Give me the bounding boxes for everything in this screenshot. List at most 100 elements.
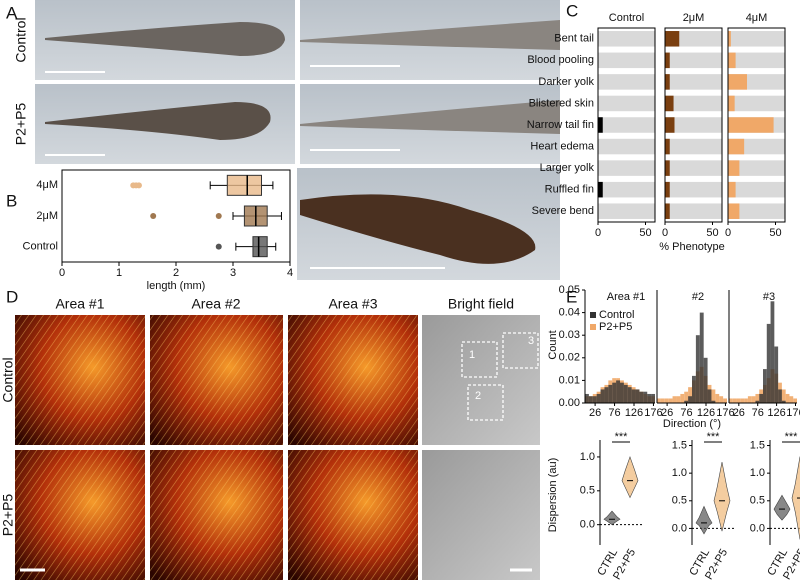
labels: A B C D E Control P2+P5 Area #1 Area #2 … [0, 1, 578, 536]
facet-title: 2μM [683, 12, 705, 24]
histogram-bar [723, 398, 727, 403]
histogram-bar [732, 398, 737, 403]
bar-background [665, 203, 722, 219]
y-tick-label: 0.02 [559, 352, 580, 364]
histogram-bar [711, 389, 716, 403]
category-label: Narrow tail fin [527, 119, 594, 131]
y-axis-label: Dispersion (au) [547, 458, 559, 533]
violin [695, 505, 713, 535]
histogram-bar [635, 389, 640, 403]
histogram-bar [585, 393, 589, 403]
x-tick-label: 0 [595, 227, 601, 239]
legend-label: Control [599, 309, 634, 321]
legend-label: P2+P5 [599, 321, 632, 333]
histogram-bar [596, 393, 601, 403]
outlier [215, 213, 222, 219]
x-tick-label: 26 [589, 407, 601, 419]
x-tick-label: 76 [608, 407, 620, 419]
bar [728, 160, 740, 176]
violin [773, 494, 791, 521]
bar [665, 181, 670, 198]
facet-frame [597, 27, 656, 223]
bar-background [598, 52, 655, 69]
outlier [215, 243, 222, 250]
x-tick-label: 50 [706, 227, 718, 239]
bar-background [665, 52, 722, 69]
x-tick-label: 3 [230, 267, 236, 279]
outlier [150, 213, 157, 219]
y-tick-label: 0.0 [750, 522, 765, 534]
row-label: Control [13, 17, 29, 62]
histogram-bar [604, 387, 609, 403]
histogram-bar [740, 398, 745, 403]
bar [728, 203, 740, 219]
histogram-bar [616, 380, 620, 403]
bar [728, 117, 774, 133]
category-label: Heart edema [530, 140, 594, 152]
x-tick-label: 126 [767, 407, 785, 419]
facet-title: #3 [763, 291, 775, 303]
x-tick-label: 126 [697, 407, 715, 419]
histogram-bar [695, 335, 700, 403]
y-tick-label: 1.0 [580, 451, 595, 463]
bar [598, 117, 603, 133]
bar-background [598, 74, 655, 90]
x-axis-label: length (mm) [147, 280, 206, 292]
bar [665, 52, 670, 69]
histogram-bar [781, 400, 786, 403]
facet-title: Area #1 [607, 291, 646, 303]
legend-swatch [590, 324, 596, 330]
histogram-bar [608, 384, 613, 403]
bar [665, 117, 675, 133]
histogram-bar [793, 398, 797, 403]
y-tick-label: 1.5 [750, 439, 765, 451]
outlier [135, 182, 142, 189]
bar [728, 138, 745, 155]
x-tick-label: 1 [116, 267, 122, 279]
x-tick-label: 50 [769, 227, 781, 239]
bar [665, 95, 674, 112]
histogram-bar [623, 384, 628, 403]
y-tick-label: 0.0 [672, 522, 687, 534]
y-tick-label: 1.0 [750, 467, 765, 479]
row-label: P2+P5 [13, 103, 29, 146]
y-tick-label: 0.5 [580, 485, 595, 497]
histogram-bar [684, 391, 689, 403]
histogram-bar [612, 382, 617, 403]
histogram-bar [711, 400, 716, 403]
histogram-bar [600, 389, 605, 403]
bar-background [598, 160, 655, 176]
y-tick-label: 0.05 [559, 284, 580, 296]
histogram-bar [789, 396, 794, 403]
x-tick-label: 2 [173, 267, 179, 279]
bar-background [665, 181, 722, 198]
x-tick-label: 176 [716, 407, 734, 419]
x-tick-label: 76 [752, 407, 764, 419]
bar [728, 52, 736, 69]
bar [665, 31, 680, 47]
bar [665, 160, 670, 176]
bar [728, 181, 736, 198]
panel-label: C [566, 1, 578, 20]
panel-label: E [566, 287, 577, 306]
histogram-bar [631, 389, 636, 403]
histogram-bar [668, 398, 673, 403]
histogram-bar [770, 301, 775, 403]
legend-swatch [590, 312, 596, 318]
bar-background [665, 74, 722, 90]
histogram-bar [751, 396, 756, 403]
bar-background [665, 138, 722, 155]
violin [621, 456, 639, 499]
bar-background [728, 160, 785, 176]
histogram-bar [672, 396, 677, 403]
histogram-bar [664, 398, 669, 403]
y-tick-label: 0.5 [672, 495, 687, 507]
bar-background [598, 117, 655, 133]
category-label: Larger yolk [540, 162, 595, 174]
histogram-bar [620, 382, 624, 403]
x-tick-label: 0 [59, 267, 65, 279]
x-tick-label: 26 [661, 407, 673, 419]
y-tick-label: 0.0 [580, 519, 595, 531]
panel-a-images [35, 0, 560, 280]
